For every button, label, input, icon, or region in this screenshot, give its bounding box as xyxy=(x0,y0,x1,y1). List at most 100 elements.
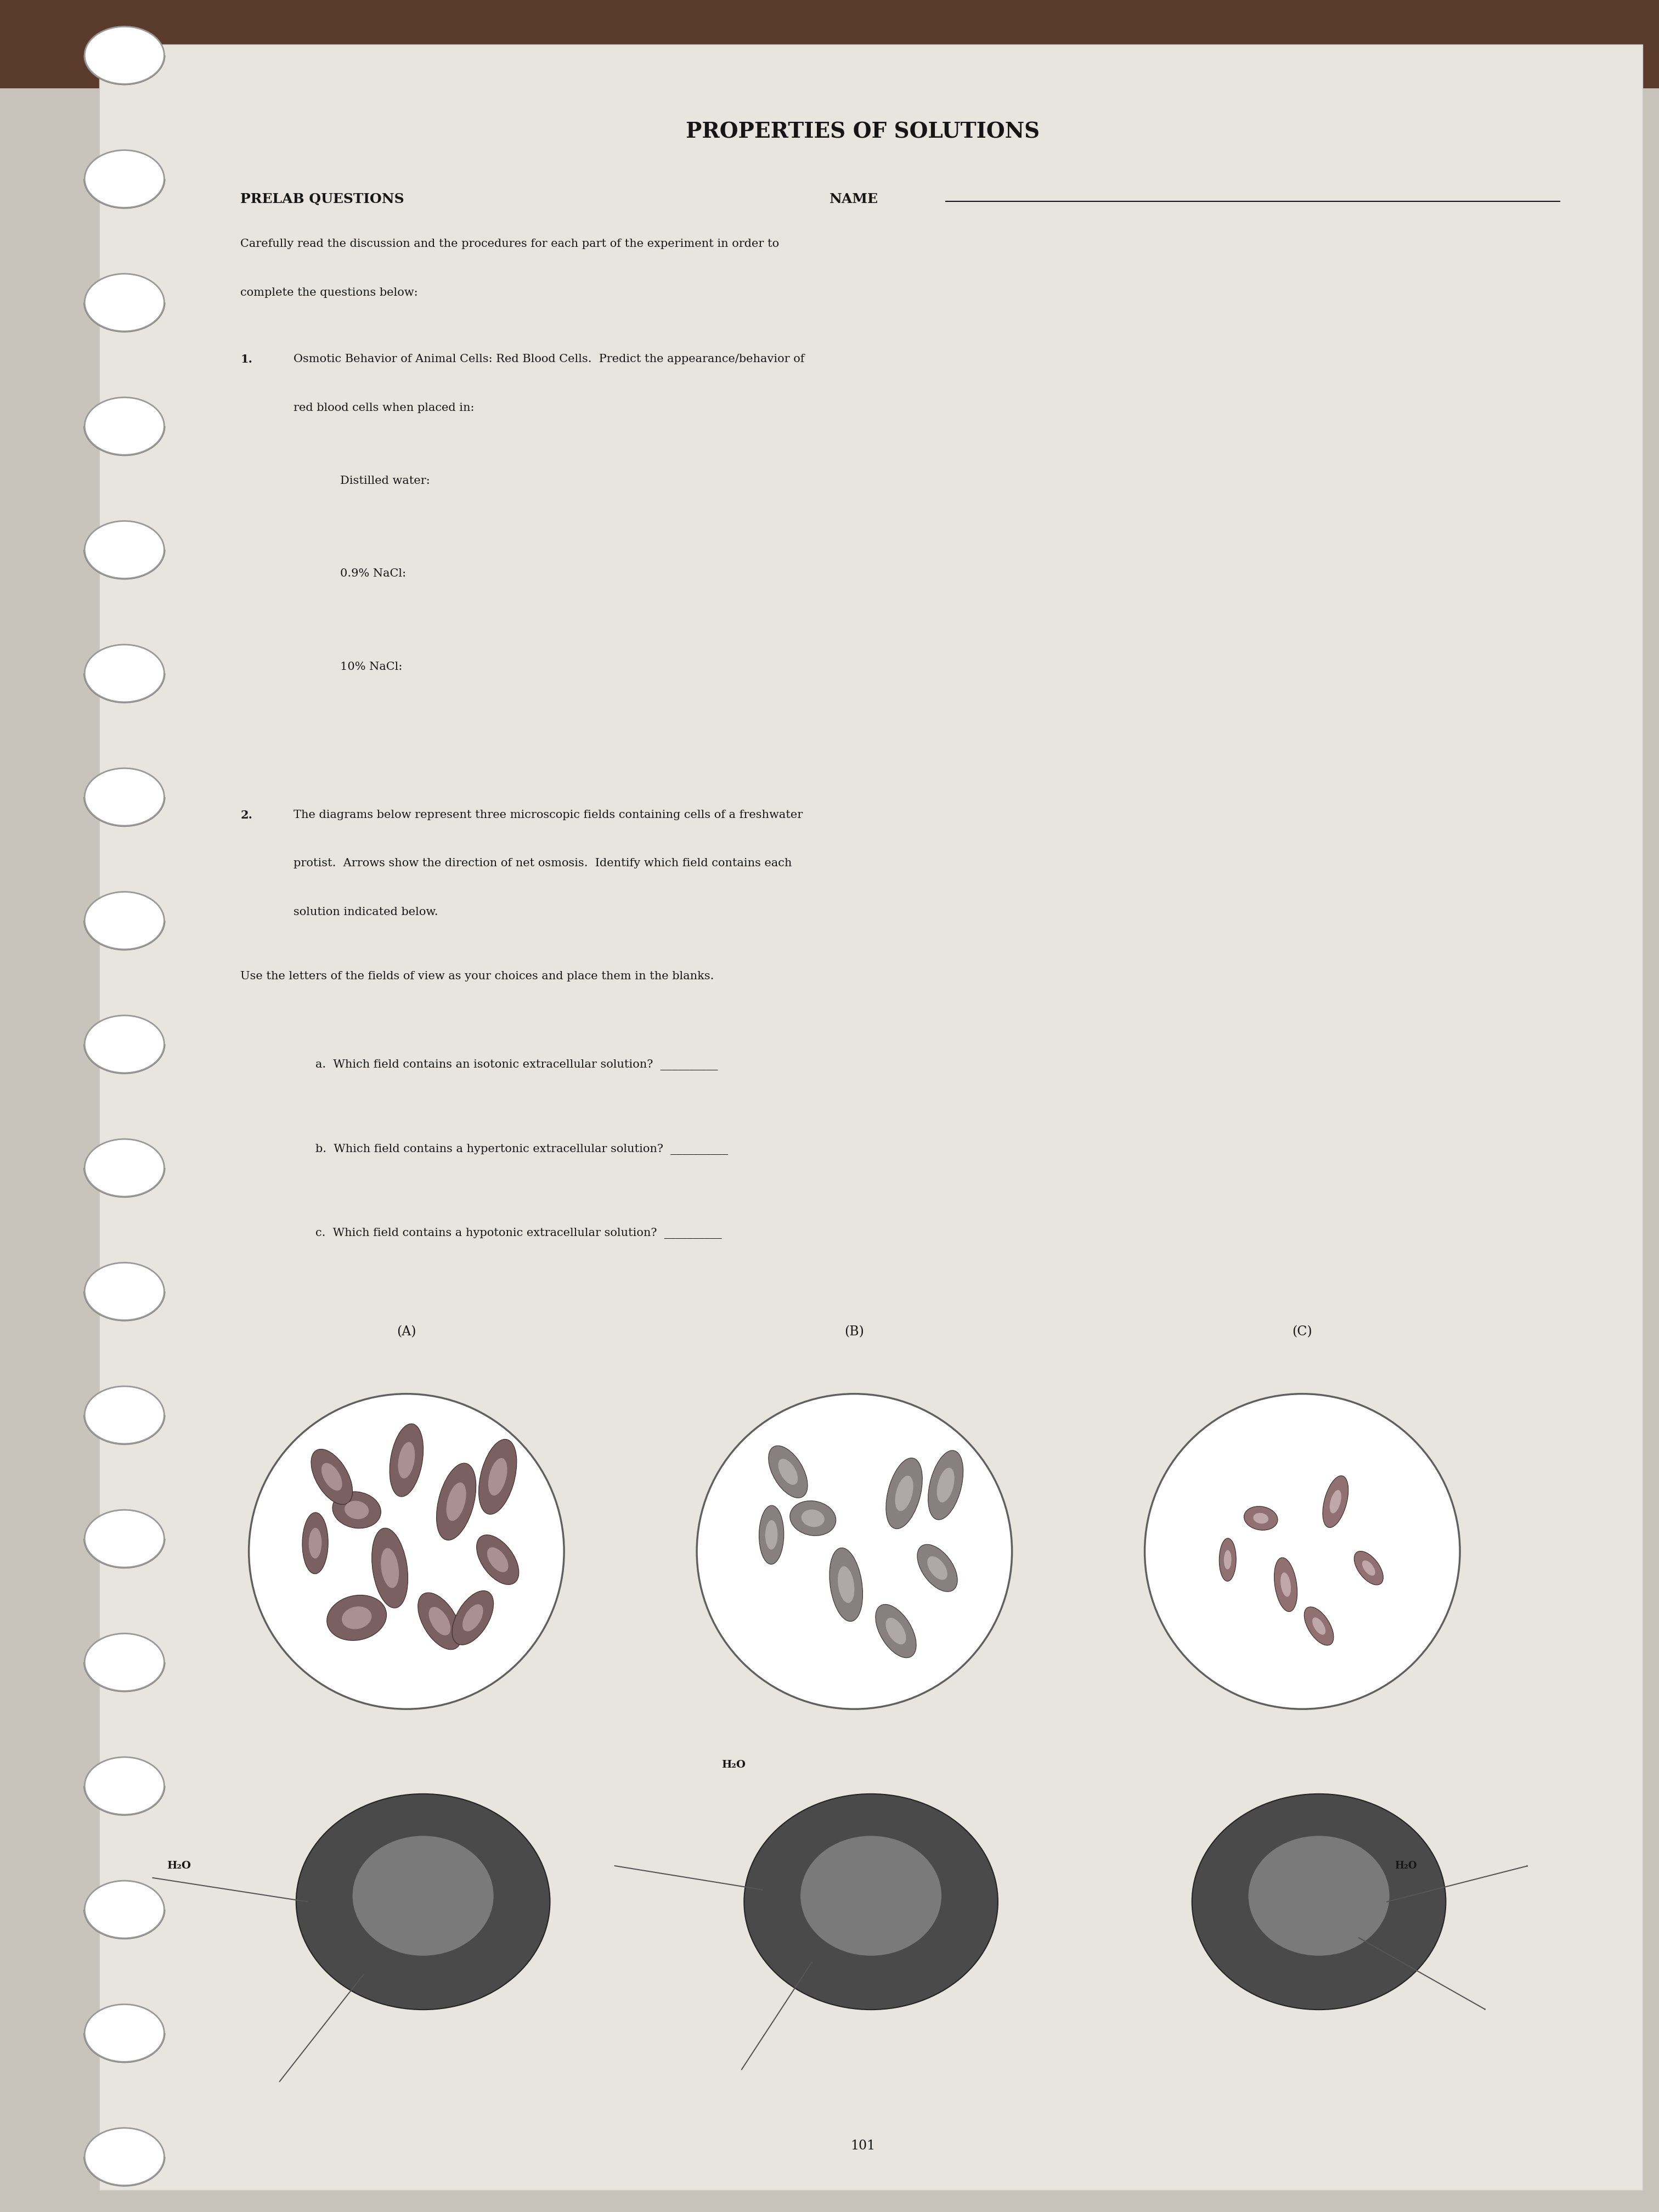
Ellipse shape xyxy=(801,1509,825,1526)
Ellipse shape xyxy=(886,1458,922,1528)
Text: 2.: 2. xyxy=(241,810,252,821)
Text: solution indicated below.: solution indicated below. xyxy=(294,907,438,918)
Ellipse shape xyxy=(463,1604,483,1630)
Ellipse shape xyxy=(85,1015,164,1073)
Ellipse shape xyxy=(768,1447,808,1498)
Ellipse shape xyxy=(85,274,164,332)
Ellipse shape xyxy=(488,1458,508,1495)
Ellipse shape xyxy=(1322,1475,1349,1528)
Text: The diagrams below represent three microscopic fields containing cells of a fres: The diagrams below represent three micro… xyxy=(294,810,803,821)
FancyBboxPatch shape xyxy=(100,44,1642,2190)
Ellipse shape xyxy=(85,27,164,84)
Ellipse shape xyxy=(488,1548,508,1573)
Ellipse shape xyxy=(398,1442,415,1478)
Text: 0.9% NaCl:: 0.9% NaCl: xyxy=(340,568,406,580)
Ellipse shape xyxy=(1331,1491,1340,1513)
Ellipse shape xyxy=(85,644,164,701)
Text: H₂O: H₂O xyxy=(166,1860,191,1871)
Text: b.  Which field contains a hypertonic extracellular solution?  __________: b. Which field contains a hypertonic ext… xyxy=(315,1144,728,1155)
Ellipse shape xyxy=(1191,1794,1447,2011)
Ellipse shape xyxy=(830,1548,863,1621)
Ellipse shape xyxy=(295,1794,549,2011)
Ellipse shape xyxy=(476,1535,519,1584)
Ellipse shape xyxy=(85,522,164,580)
Ellipse shape xyxy=(85,1756,164,1814)
Ellipse shape xyxy=(446,1482,466,1522)
Ellipse shape xyxy=(342,1606,372,1630)
Ellipse shape xyxy=(312,1449,352,1504)
Ellipse shape xyxy=(1244,1506,1277,1531)
Ellipse shape xyxy=(927,1451,964,1520)
Text: (C): (C) xyxy=(1292,1325,1312,1338)
Text: a.  Which field contains an isotonic extracellular solution?  __________: a. Which field contains an isotonic extr… xyxy=(315,1060,718,1071)
Ellipse shape xyxy=(345,1500,368,1520)
Ellipse shape xyxy=(85,768,164,825)
Ellipse shape xyxy=(85,1880,164,1938)
Text: Distilled water:: Distilled water: xyxy=(340,476,430,487)
Ellipse shape xyxy=(352,1836,494,1955)
Ellipse shape xyxy=(85,1632,164,1690)
Ellipse shape xyxy=(309,1528,322,1559)
Ellipse shape xyxy=(1362,1559,1375,1575)
Ellipse shape xyxy=(453,1590,493,1646)
Ellipse shape xyxy=(1274,1557,1297,1613)
Text: PROPERTIES OF SOLUTIONS: PROPERTIES OF SOLUTIONS xyxy=(685,122,1040,142)
Text: 1.: 1. xyxy=(241,354,252,365)
Ellipse shape xyxy=(838,1566,854,1604)
Ellipse shape xyxy=(917,1544,957,1593)
Ellipse shape xyxy=(85,398,164,456)
Ellipse shape xyxy=(479,1440,516,1515)
Ellipse shape xyxy=(886,1617,906,1644)
Ellipse shape xyxy=(418,1593,461,1650)
Ellipse shape xyxy=(765,1520,778,1551)
Ellipse shape xyxy=(302,1513,328,1573)
FancyBboxPatch shape xyxy=(0,0,1659,88)
Ellipse shape xyxy=(1253,1513,1269,1524)
Text: Carefully read the discussion and the procedures for each part of the experiment: Carefully read the discussion and the pr… xyxy=(241,239,780,250)
Ellipse shape xyxy=(697,1394,1012,1710)
Ellipse shape xyxy=(390,1425,423,1498)
Text: c.  Which field contains a hypotonic extracellular solution?  __________: c. Which field contains a hypotonic extr… xyxy=(315,1228,722,1239)
Ellipse shape xyxy=(85,1387,164,1444)
Ellipse shape xyxy=(85,2128,164,2185)
Ellipse shape xyxy=(382,1548,398,1588)
Ellipse shape xyxy=(85,891,164,949)
Ellipse shape xyxy=(85,1263,164,1321)
Ellipse shape xyxy=(778,1458,798,1484)
Ellipse shape xyxy=(1224,1551,1231,1568)
Text: Use the letters of the fields of view as your choices and place them in the blan: Use the letters of the fields of view as… xyxy=(241,971,715,982)
Ellipse shape xyxy=(1248,1836,1390,1955)
Ellipse shape xyxy=(1354,1551,1384,1586)
Text: PRELAB QUESTIONS: PRELAB QUESTIONS xyxy=(241,192,405,206)
Ellipse shape xyxy=(927,1557,947,1579)
Text: H₂O: H₂O xyxy=(1394,1860,1417,1871)
Text: protist.  Arrows show the direction of net osmosis.  Identify which field contai: protist. Arrows show the direction of ne… xyxy=(294,858,791,869)
Text: Osmotic Behavior of Animal Cells: Red Blood Cells.  Predict the appearance/behav: Osmotic Behavior of Animal Cells: Red Bl… xyxy=(294,354,805,365)
Text: complete the questions below:: complete the questions below: xyxy=(241,288,418,299)
Ellipse shape xyxy=(249,1394,564,1710)
Text: 10% NaCl:: 10% NaCl: xyxy=(340,661,401,672)
Ellipse shape xyxy=(85,2004,164,2062)
Ellipse shape xyxy=(743,1794,999,2011)
Ellipse shape xyxy=(85,150,164,208)
Text: (A): (A) xyxy=(397,1325,416,1338)
Text: H₂O: H₂O xyxy=(722,1761,747,1770)
Ellipse shape xyxy=(1219,1537,1236,1582)
Ellipse shape xyxy=(937,1469,954,1502)
Ellipse shape xyxy=(327,1595,387,1641)
Ellipse shape xyxy=(436,1462,476,1540)
Text: 101: 101 xyxy=(851,2139,874,2152)
Text: NAME: NAME xyxy=(830,192,878,206)
Ellipse shape xyxy=(790,1500,836,1535)
Ellipse shape xyxy=(1304,1606,1334,1646)
Ellipse shape xyxy=(896,1475,912,1511)
Ellipse shape xyxy=(760,1506,783,1564)
Ellipse shape xyxy=(1145,1394,1460,1710)
Text: (B): (B) xyxy=(844,1325,864,1338)
Ellipse shape xyxy=(1281,1573,1291,1597)
Text: red blood cells when placed in:: red blood cells when placed in: xyxy=(294,403,474,414)
Ellipse shape xyxy=(332,1491,382,1528)
Ellipse shape xyxy=(85,1511,164,1568)
Ellipse shape xyxy=(428,1606,451,1635)
Ellipse shape xyxy=(876,1604,916,1657)
